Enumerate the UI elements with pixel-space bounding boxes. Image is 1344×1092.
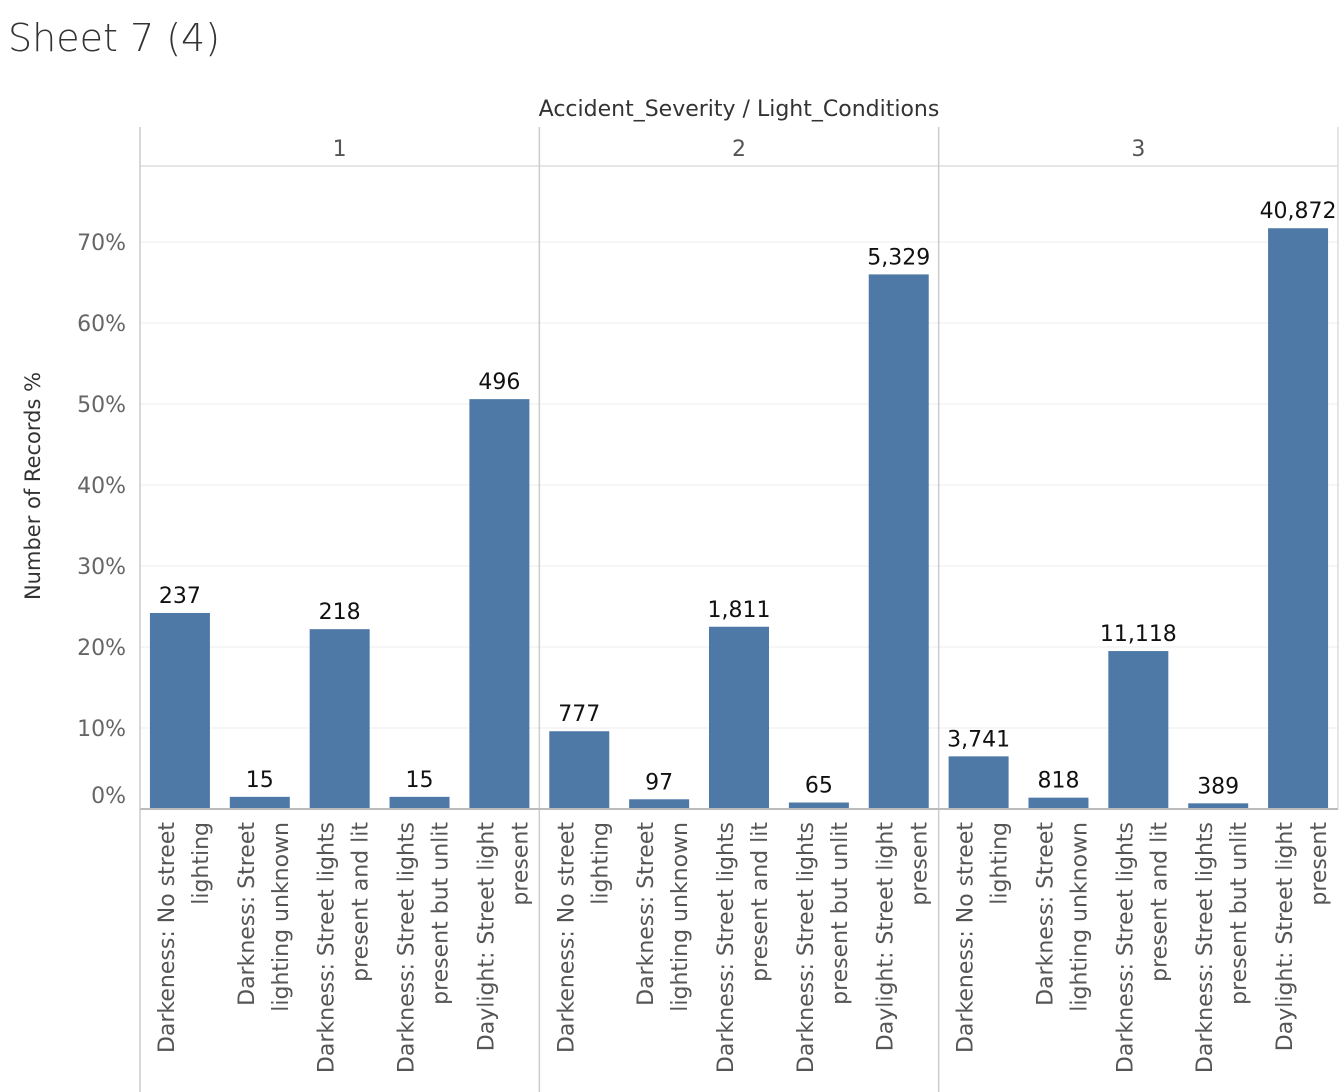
x-tick-label: Daylight: Street light present xyxy=(1273,822,1332,1052)
bar-value-label: 237 xyxy=(159,584,201,609)
bar xyxy=(1028,797,1089,809)
x-tick-label-line: Darkness: Street lights xyxy=(714,822,739,1073)
bar-value-label: 40,872 xyxy=(1260,199,1337,224)
bar-value-label: 389 xyxy=(1197,774,1239,799)
bar xyxy=(1188,803,1249,809)
bar xyxy=(788,802,849,809)
bar xyxy=(389,796,450,809)
x-tick-label-line: Daylight: Street light xyxy=(474,822,499,1052)
x-tick-label-line: Darkness: Street lights xyxy=(1193,822,1218,1073)
bar-value-label: 3,741 xyxy=(947,727,1010,752)
x-tick-label: Darkness: Street lights present but unlit xyxy=(1193,822,1252,1073)
bar xyxy=(469,399,530,809)
bar-value-label: 777 xyxy=(558,702,600,727)
y-tick-label: 70% xyxy=(77,231,126,256)
x-tick-label-line: Daylight: Street light xyxy=(874,822,899,1052)
panel-header-label: 1 xyxy=(333,137,347,162)
x-tick-label-line: lighting unknown xyxy=(269,822,294,1012)
bar-value-label: 65 xyxy=(805,774,833,799)
x-tick-label-line: lighting xyxy=(588,822,613,905)
x-tick-label-line: Darkeness: No street xyxy=(155,822,180,1053)
x-tick-label: Darkness: Street lights present and lit xyxy=(1113,822,1172,1073)
bar xyxy=(549,731,610,809)
y-axis-label: Number of Records % xyxy=(21,372,45,600)
x-tick-label-line: present and lit xyxy=(1147,822,1172,982)
bar-value-label: 15 xyxy=(246,768,274,793)
x-tick-label-line: Darkness: Street lights xyxy=(794,822,819,1073)
bar xyxy=(868,274,929,809)
bar xyxy=(948,756,1009,809)
bar-value-label: 97 xyxy=(645,770,673,795)
x-tick-label: Darkeness: No street lighting xyxy=(954,822,1013,1053)
bar xyxy=(229,796,290,809)
bar xyxy=(149,612,210,809)
bar xyxy=(629,799,690,809)
x-tick-label-line: Darkness: Street xyxy=(1033,822,1058,1006)
x-tick-label: Daylight: Street light present xyxy=(874,822,933,1052)
x-tick-label: Darkness: Street lights present but unlit xyxy=(794,822,853,1073)
x-tick-label-line: Darkness: Street lights xyxy=(1113,822,1138,1073)
x-tick-label: Darkness: Street lighting unknown xyxy=(634,822,693,1012)
column-header-title: Accident_Severity / Light_Conditions xyxy=(539,97,940,122)
x-tick-label-line: present and lit xyxy=(349,822,374,982)
x-tick-label: Daylight: Street light present xyxy=(474,822,533,1052)
x-tick-label: Darkeness: No street lighting xyxy=(155,822,214,1053)
y-tick-label: 20% xyxy=(77,636,126,661)
x-tick-label-line: present xyxy=(508,822,533,906)
bar xyxy=(1268,228,1329,810)
x-tick-label-line: present but unlit xyxy=(1227,822,1252,1005)
panel-header-label: 3 xyxy=(1131,137,1145,162)
x-tick-label: Darkness: Street lights present and lit xyxy=(714,822,773,1073)
y-tick-label: 60% xyxy=(77,312,126,337)
x-tick-label-line: Darkness: Street lights xyxy=(315,822,340,1073)
x-tick-label-line: present but unlit xyxy=(828,822,853,1005)
x-tick-label-line: Darkness: Street xyxy=(235,822,260,1006)
bar xyxy=(309,629,370,809)
x-tick-label: Darkness: Street lighting unknown xyxy=(1033,822,1092,1012)
x-tick-label-line: Darkness: Street lights xyxy=(395,822,420,1073)
x-tick-label-line: lighting unknown xyxy=(1067,822,1092,1012)
x-tick-label-line: lighting unknown xyxy=(668,822,693,1012)
x-tick-label: Darkeness: No street lighting xyxy=(554,822,613,1053)
x-tick-label-line: Darkeness: No street xyxy=(554,822,579,1053)
x-tick-label-line: present and lit xyxy=(748,822,773,982)
x-tick-label: Darkness: Street lighting unknown xyxy=(235,822,294,1012)
y-tick-label: 50% xyxy=(77,393,126,418)
bar-value-label: 818 xyxy=(1037,769,1079,794)
bar-value-label: 15 xyxy=(406,768,434,793)
bar-value-label: 1,811 xyxy=(708,598,771,623)
x-tick-label-line: Daylight: Street light xyxy=(1273,822,1298,1052)
bar xyxy=(1108,651,1169,809)
x-tick-label-line: present xyxy=(908,822,933,906)
bar xyxy=(709,626,769,809)
x-tick-label-line: Darkeness: No street xyxy=(954,822,979,1053)
bar-value-label: 5,329 xyxy=(867,245,930,270)
x-tick-label: Darkness: Street lights present but unlit xyxy=(395,822,454,1073)
x-tick-label-line: present xyxy=(1307,822,1332,906)
y-tick-label: 10% xyxy=(77,717,126,742)
y-tick-label: 0% xyxy=(91,784,126,809)
bar-value-label: 218 xyxy=(319,600,361,625)
sheet-title: Sheet 7 (4) xyxy=(8,16,221,60)
x-tick-label-line: Darkness: Street xyxy=(634,822,659,1006)
x-tick-label-line: lighting xyxy=(988,822,1013,905)
x-tick-label: Darkness: Street lights present and lit xyxy=(315,822,374,1073)
bar-value-label: 11,118 xyxy=(1100,622,1177,647)
bar-value-label: 496 xyxy=(478,370,520,395)
x-tick-label-line: lighting xyxy=(189,822,214,905)
x-tick-label-line: present but unlit xyxy=(429,822,454,1005)
panel-header-label: 2 xyxy=(732,137,746,162)
y-tick-label: 30% xyxy=(77,555,126,580)
y-tick-label: 40% xyxy=(77,474,126,499)
